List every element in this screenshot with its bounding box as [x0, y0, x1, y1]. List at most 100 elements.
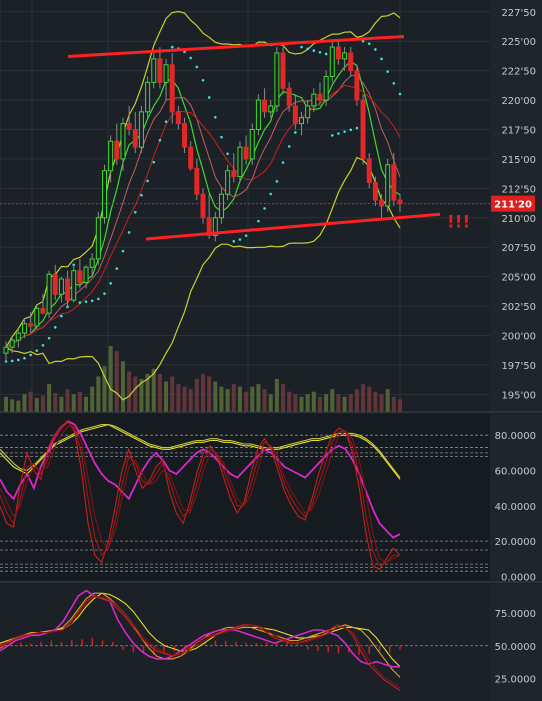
sar-dot	[337, 132, 340, 135]
rsi-axis-bg	[490, 584, 542, 701]
candle-body	[46, 273, 52, 314]
sar-dot	[269, 192, 273, 196]
sar-dot	[146, 179, 149, 183]
candle-body	[391, 164, 397, 201]
price-y-tick: 210'00	[501, 214, 536, 225]
sar-dot	[170, 45, 174, 49]
candle-body	[379, 199, 385, 207]
candle-body	[126, 123, 132, 130]
sar-dot	[287, 145, 291, 148]
volume-bar	[373, 391, 378, 412]
candle-body	[83, 266, 89, 284]
candle-body	[329, 46, 335, 78]
rsi-series-line	[0, 596, 401, 689]
volume-bar	[90, 386, 95, 412]
sar-dot	[133, 210, 137, 214]
price-y-tick: 215'00	[501, 155, 536, 166]
sar-dot	[53, 326, 57, 329]
price-y-tick: 202'50	[501, 302, 536, 313]
candle-body	[255, 99, 261, 130]
volume-bar	[391, 396, 396, 412]
price-y-tick: 227'50	[501, 8, 536, 19]
volume-bar	[299, 396, 304, 412]
candle-body	[292, 105, 298, 125]
candle-body	[120, 123, 126, 160]
sar-dot	[349, 128, 353, 132]
sar-dot	[10, 359, 14, 363]
sar-dot	[294, 131, 297, 134]
candle-body	[218, 193, 224, 219]
volume-bar	[188, 389, 193, 412]
price-y-tick: 207'50	[501, 243, 536, 254]
sar-dot	[121, 249, 125, 253]
price-y-tick: 200'00	[501, 331, 536, 342]
support-trendline	[145, 212, 441, 241]
candle-body	[95, 217, 101, 260]
candle-body	[397, 199, 403, 205]
bollinger-upper	[5, 10, 401, 348]
stochastic-series-line	[0, 420, 401, 571]
sar-dot	[324, 52, 328, 56]
sar-dot	[60, 314, 63, 318]
rsi-panel: 75.0000 50.0000 25.0000	[0, 584, 542, 701]
candle-body	[237, 146, 243, 178]
sar-dot	[355, 126, 359, 130]
volume-bar	[34, 398, 39, 412]
volume-bar	[40, 395, 45, 412]
candle-body	[40, 307, 46, 314]
volume-bar	[77, 391, 82, 412]
rsi-y-tick: 25.0000	[495, 675, 536, 686]
price-y-tick: 220'00	[501, 96, 536, 107]
candle-body	[138, 111, 144, 148]
candle-body	[3, 346, 9, 354]
stochastic-series-line	[0, 422, 400, 567]
price-y-tick: 222'50	[501, 67, 536, 78]
sar-dot	[140, 193, 143, 197]
sar-dot	[361, 39, 365, 43]
stochastic-panel-bg	[0, 414, 542, 580]
sar-dot	[220, 135, 223, 139]
volume-bar	[139, 379, 144, 412]
sar-dot	[330, 134, 334, 137]
volume-bar	[22, 394, 27, 412]
candle-body	[15, 332, 21, 341]
sar-dot	[257, 219, 260, 223]
candle-body	[348, 52, 354, 72]
volume-bar	[213, 381, 218, 412]
volume-bar	[84, 396, 89, 412]
sar-dot	[232, 240, 236, 243]
sar-dot	[207, 96, 211, 99]
candle-body	[206, 217, 212, 236]
volume-bar	[330, 389, 335, 412]
candle-body	[286, 87, 292, 107]
sar-dot	[189, 56, 192, 60]
volume-bar	[151, 368, 156, 412]
sar-dot	[183, 50, 186, 54]
candle-body	[132, 128, 138, 148]
sar-dot	[109, 282, 112, 285]
sar-dot	[343, 130, 346, 133]
volume-bar	[293, 394, 298, 412]
sar-dot	[23, 356, 26, 360]
volume-bar	[102, 366, 107, 412]
rsi-series-line	[0, 589, 400, 668]
sar-dot	[398, 92, 402, 96]
sar-dot	[318, 50, 322, 54]
candle-body	[360, 99, 366, 160]
candle-body	[157, 58, 163, 83]
sar-dot	[97, 297, 100, 301]
sar-dot	[41, 343, 45, 347]
volume-bar	[348, 394, 353, 412]
volume-bar	[176, 384, 181, 412]
sar-dot	[17, 358, 20, 362]
candle-body	[77, 270, 83, 284]
candle-body	[317, 93, 323, 101]
candle-body	[262, 99, 268, 113]
candle-body	[151, 58, 157, 83]
volume-bar	[219, 386, 224, 412]
volume-bar	[10, 399, 15, 412]
last-price-badge	[491, 195, 535, 212]
volume-bar	[96, 376, 101, 412]
candle-body	[175, 111, 181, 125]
stochastic-y-tick: 60.0000	[495, 467, 536, 478]
